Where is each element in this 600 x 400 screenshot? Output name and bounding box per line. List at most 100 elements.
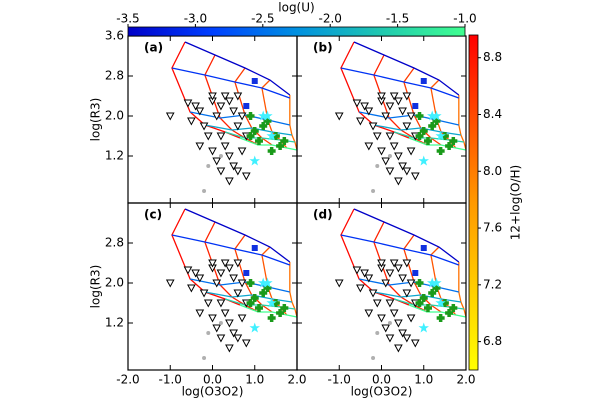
triangle-point [229,162,238,171]
triangle-point [225,319,234,328]
square-point [243,103,250,109]
cross-point [246,299,255,307]
star-point [249,155,260,166]
x-tick-label: 0.0 [372,373,391,387]
panel-label: (a) [144,41,163,55]
triangle-point [368,289,378,298]
x-tick-label: -1.0 [159,373,182,387]
triangle-point [334,112,344,121]
triangle-point [216,269,226,278]
u-colorbar [127,26,466,37]
triangle-point [394,264,403,273]
y-axis-label: log(R3) [89,265,103,309]
dot-point [202,356,207,360]
triangle-point [381,279,391,288]
dot-point [218,321,223,325]
x-tick-label: 1.0 [414,373,433,387]
cross-point [449,304,458,312]
triangle-point [216,132,226,141]
triangle-point [377,259,386,268]
dot-point [387,321,392,325]
y-tick-label: 3.6 [105,29,124,43]
triangle-point [394,152,403,161]
cross-point [250,127,259,135]
triangle-point [389,142,399,151]
triangle-point [208,259,217,268]
triangle-point [208,92,217,101]
triangle-point [394,319,403,328]
triangle-point [237,279,247,288]
triangle-point [377,314,386,323]
triangle-point [402,259,412,268]
panel-label: (b) [313,41,333,55]
u-colorbar-label: log(U) [278,1,314,15]
u-colorbar-tick-label: -3.5 [116,12,139,26]
cross-point [432,117,441,125]
cross-point [449,137,458,145]
triangle-point [352,99,362,108]
triangle-point [187,117,196,126]
triangle-point [208,314,217,323]
triangle-point [233,122,243,131]
triangle-point [364,107,374,116]
z-colorbar-tick-label: 7.2 [483,277,502,291]
triangle-point [220,309,230,318]
triangle-point [187,284,196,293]
ionization-line [408,304,466,318]
metallicity-track [234,234,273,313]
square-point [243,270,250,276]
triangle-point [385,132,395,141]
cross-point [445,142,454,150]
cross-point [280,304,289,312]
triangle-point [394,177,403,186]
triangle-point [410,172,420,181]
ionization-line [204,124,293,136]
u-colorbar-tick-label: -3.0 [184,12,207,26]
metallicity-track [234,67,273,146]
triangle-point [229,329,238,338]
cross-point [436,147,445,155]
metallicity-track [204,54,259,146]
ionization-line [171,67,291,99]
triangle-point [212,157,222,166]
triangle-point [360,102,369,111]
triangle-point [389,92,399,101]
y-tick-label: 1.2 [105,149,124,163]
triangle-point [165,279,175,288]
ionization-line [373,124,462,136]
star-point [418,322,429,333]
star-point [431,277,442,288]
triangle-point [394,344,403,353]
triangle-point [225,344,234,353]
cross-point [250,294,259,302]
cross-point [246,112,255,120]
x-axis-label: log(O3O2) [351,385,413,399]
cross-point [445,309,454,317]
x-tick-label: 2.0 [287,373,306,387]
star-point [435,130,446,141]
star-point [431,110,442,121]
cross-point [419,294,428,302]
dot-point [375,331,380,335]
triangle-point [398,329,407,338]
z-colorbar-tick-label: 7.6 [483,221,502,235]
triangle-point [233,259,243,268]
cross-point [419,127,428,135]
triangle-point [372,132,382,141]
triangle-point [406,147,416,156]
triangle-point [237,112,247,121]
cross-point [254,137,263,145]
triangle-point [183,99,193,108]
triangle-point [385,299,395,308]
dot-point [371,356,376,360]
dot-point [202,189,207,193]
y-axis-label: log(R3) [89,98,103,142]
z-colorbar-tick-label: 6.8 [483,334,502,348]
ionization-line [373,291,462,303]
triangle-point [199,289,209,298]
triangle-point [402,122,412,131]
triangle-point [241,172,251,181]
triangle-point [216,299,226,308]
metallicity-track [403,234,442,313]
triangle-point [220,92,230,101]
